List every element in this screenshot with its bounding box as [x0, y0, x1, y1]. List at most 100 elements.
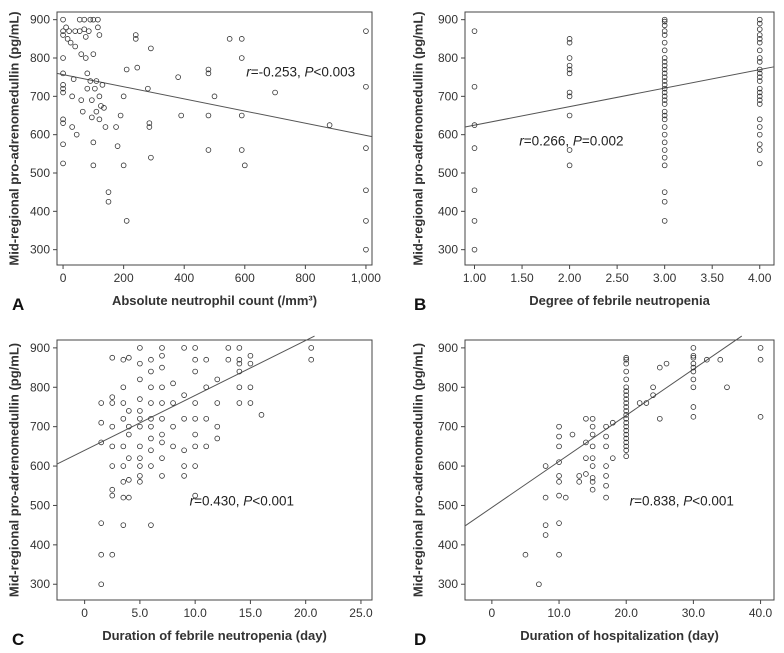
data-point [756, 89, 763, 96]
data-point [90, 51, 97, 57]
data-point [623, 376, 630, 383]
data-point [623, 400, 630, 406]
data-point [623, 447, 630, 454]
data-point [148, 463, 154, 469]
x-tick-label: 2.50 [605, 271, 629, 285]
data-point [66, 28, 72, 34]
data-point [756, 39, 763, 46]
data-point [89, 97, 95, 103]
data-point [576, 473, 582, 479]
data-point [181, 415, 187, 422]
data-point [471, 218, 478, 224]
data-point [60, 70, 66, 77]
data-point [661, 101, 668, 107]
data-point [95, 24, 101, 31]
data-point [117, 112, 124, 119]
data-point [690, 354, 697, 361]
data-point [238, 55, 245, 61]
data-point [661, 66, 668, 73]
data-point [60, 120, 66, 126]
data-point [661, 59, 668, 65]
data-point [137, 463, 143, 469]
data-point [363, 218, 369, 224]
panel-c-points [98, 345, 315, 588]
x-tick-label: 15.0 [239, 606, 263, 620]
panel-c-annotation-p-value: <0.001 [252, 494, 294, 509]
data-point [236, 384, 243, 391]
data-point [203, 356, 210, 363]
data-point [589, 423, 596, 430]
data-point [109, 486, 116, 493]
data-point [308, 356, 315, 363]
panel-b-letter: B [414, 295, 426, 314]
data-point [95, 16, 101, 23]
data-point [756, 20, 763, 27]
data-point [214, 376, 221, 383]
data-point [238, 147, 245, 153]
data-point [704, 356, 710, 363]
x-tick-label: 1.50 [510, 271, 534, 285]
data-point [113, 124, 119, 130]
data-point [214, 423, 221, 430]
panel-d: 300 400 500 600 700 800 900 0 10.0 20.0 30.0 40.0 D… [411, 335, 775, 649]
data-point [542, 532, 549, 538]
x-tick-label: 40.0 [749, 606, 773, 620]
panel-d-annotation-p: P [683, 494, 692, 509]
data-point [170, 423, 176, 430]
data-point [542, 494, 549, 501]
data-point [126, 408, 132, 414]
data-point [756, 78, 763, 84]
data-point [661, 147, 668, 153]
data-point [603, 482, 609, 489]
data-point [661, 189, 668, 195]
data-point [148, 45, 154, 52]
data-point [238, 112, 245, 119]
data-point [363, 145, 369, 151]
data-point [609, 419, 616, 426]
data-point [96, 116, 103, 123]
data-point [583, 415, 589, 422]
y-tick-label: 600 [30, 128, 50, 142]
panel-d-annotation-r-value: =0.838, [634, 494, 683, 509]
data-point [81, 26, 88, 33]
data-point [159, 352, 165, 359]
y-tick-label: 400 [30, 204, 50, 218]
data-point [159, 455, 165, 461]
x-tick-label: 30.0 [682, 606, 706, 620]
panel-a-fit-line [56, 72, 373, 138]
data-point [623, 396, 630, 402]
data-point [132, 32, 139, 38]
panel-b-regression-line [464, 66, 775, 128]
data-point [76, 28, 83, 34]
data-point [576, 479, 582, 485]
data-point [522, 551, 529, 558]
data-point [661, 116, 668, 123]
data-point [623, 431, 630, 438]
data-point [60, 160, 66, 167]
data-point [756, 16, 763, 23]
data-point [661, 16, 668, 23]
data-point [757, 414, 764, 420]
data-point [137, 408, 143, 414]
data-point [623, 408, 630, 414]
data-point [756, 97, 763, 103]
data-point [589, 431, 596, 438]
data-point [650, 392, 656, 398]
data-point [126, 494, 132, 501]
data-point [636, 400, 643, 406]
data-point [98, 520, 105, 526]
data-point [690, 364, 697, 371]
data-point [148, 522, 154, 528]
data-point [308, 345, 315, 351]
panel-b-annotation-p: P [573, 133, 582, 148]
data-point [566, 147, 573, 153]
data-point [93, 108, 100, 115]
data-point [756, 74, 763, 80]
data-point [120, 522, 127, 528]
data-point [92, 85, 98, 92]
data-point [60, 16, 66, 23]
data-point [181, 463, 187, 469]
data-point [120, 93, 127, 100]
y-tick-label: 700 [30, 420, 50, 434]
data-point [137, 479, 143, 485]
